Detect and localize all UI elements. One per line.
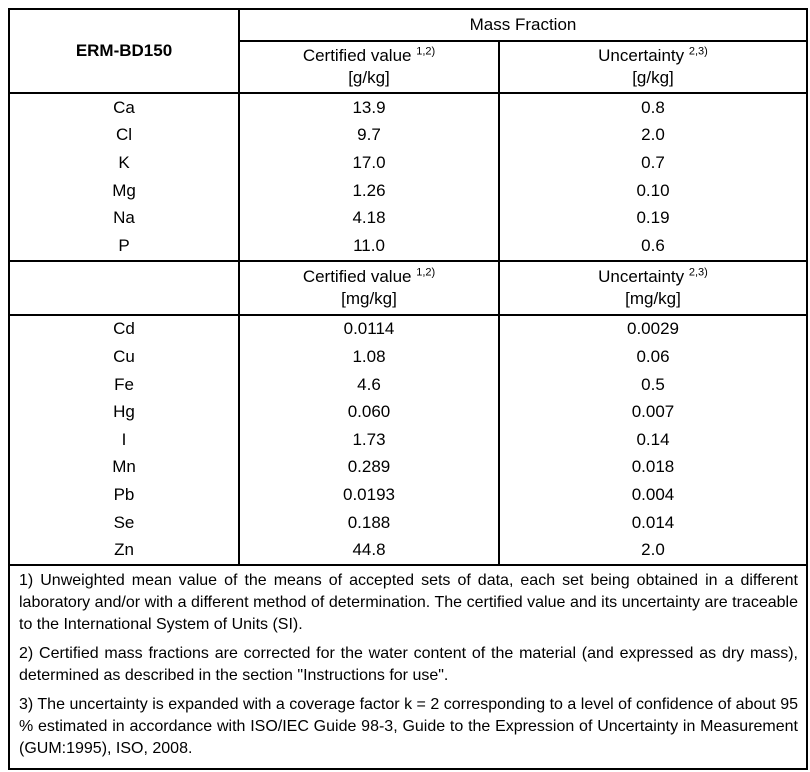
- subheader-row-mgkg: Certified value 1,2) [mg/kg] Uncertainty…: [9, 259, 807, 316]
- certified-value: 1.26: [239, 176, 500, 205]
- element-symbol: Fe: [9, 370, 240, 399]
- footnote-2: 2) Certified mass fractions are correcte…: [19, 644, 798, 684]
- certified-value-footnote-refs: 1,2): [416, 265, 436, 278]
- table-row: P 11.0 0.6: [9, 231, 807, 261]
- uncertainty-label: Uncertainty: [598, 46, 685, 65]
- mass-fraction-table: ERM-BD150 Mass Fraction Certified value …: [8, 8, 808, 770]
- element-symbol: Pb: [9, 481, 240, 509]
- uncertainty-value: 0.06: [636, 346, 670, 366]
- uncertainty-value: 0.5: [641, 374, 665, 394]
- certified-value: 0.0114: [239, 314, 500, 344]
- element-symbol: Cd: [9, 314, 240, 344]
- table-row: Fe 4.6 0.5: [9, 370, 807, 399]
- table-row: Mg 1.26 0.10: [9, 176, 807, 205]
- table-row: I 1.73 0.14: [9, 425, 807, 454]
- certified-value-unit: [mg/kg]: [341, 288, 397, 308]
- element-symbol: Na: [9, 204, 240, 232]
- table-row: Pb 0.0193 0.004: [9, 481, 807, 509]
- subheader-row-gkg: Certified value 1,2) [g/kg] Uncertainty …: [9, 41, 807, 94]
- uncertainty-value: 0.0029: [627, 319, 679, 339]
- table-row: Na 4.18 0.19: [9, 204, 807, 232]
- uncertainty-value: 0.8: [641, 97, 665, 117]
- certified-value: 44.8: [239, 536, 500, 566]
- certified-value: 1.08: [239, 343, 500, 371]
- table-row: Ca 13.9 0.8: [9, 93, 807, 122]
- element-symbol: Ca: [9, 93, 240, 122]
- table-row: Zn 44.8 2.0: [9, 536, 807, 566]
- certified-value: 0.188: [239, 508, 500, 537]
- uncertainty-value: 0.7: [641, 152, 665, 172]
- uncertainty-value: 0.10: [636, 180, 670, 200]
- certified-value: 4.18: [239, 204, 500, 232]
- footnote-1: 1) Unweighted mean value of the means of…: [19, 571, 798, 633]
- uncertainty-unit: [g/kg]: [632, 68, 674, 87]
- certified-value: 1.73: [239, 425, 500, 454]
- uncertainty-value: 0.014: [631, 512, 675, 532]
- table-row: Mn 0.289 0.018: [9, 453, 807, 482]
- uncertainty-value: 0.19: [636, 208, 670, 228]
- certified-value: 0.060: [239, 398, 500, 426]
- certified-value-label: Certified value: [302, 46, 412, 65]
- table-row: Cl 9.7 2.0: [9, 121, 807, 150]
- element-symbol: K: [9, 149, 240, 177]
- footnotes-section: 1) Unweighted mean value of the means of…: [9, 565, 807, 769]
- element-symbol: Cl: [9, 121, 240, 150]
- certified-value: 4.6: [239, 370, 500, 399]
- material-id: ERM-BD150: [9, 9, 240, 94]
- uncertainty-value: 0.007: [631, 402, 675, 422]
- element-symbol: Mn: [9, 453, 240, 482]
- certified-value: 0.289: [239, 453, 500, 482]
- table-row: Hg 0.060 0.007: [9, 398, 807, 426]
- uncertainty-value: 0.018: [631, 457, 675, 477]
- certified-value-header-gkg: Certified value 1,2) [g/kg]: [239, 41, 500, 94]
- uncertainty-value: 0.6: [641, 235, 665, 255]
- element-symbol: Hg: [9, 398, 240, 426]
- certified-value: 13.9: [239, 93, 500, 122]
- element-symbol: Se: [9, 508, 240, 537]
- table-row: Cu 1.08 0.06: [9, 343, 807, 371]
- uncertainty-header-mgkg: Uncertainty 2,3) [mg/kg]: [499, 259, 807, 316]
- certified-value: 9.7: [239, 121, 500, 150]
- element-symbol: Zn: [9, 536, 240, 566]
- uncertainty-header-gkg: Uncertainty 2,3) [g/kg]: [499, 41, 807, 94]
- mass-fraction-header: Mass Fraction: [239, 9, 807, 42]
- table-row: Cd 0.0114 0.0029: [9, 314, 807, 344]
- uncertainty-value: 0.14: [636, 429, 670, 449]
- empty-cell: [9, 259, 240, 316]
- certified-value-unit: [g/kg]: [348, 68, 390, 87]
- certified-value-footnote-refs: 1,2): [416, 45, 436, 58]
- element-symbol: Mg: [9, 176, 240, 205]
- uncertainty-footnote-refs: 2,3): [688, 265, 708, 278]
- footnote-3: 3) The uncertainty is expanded with a co…: [19, 695, 798, 757]
- element-symbol: I: [9, 425, 240, 454]
- uncertainty-value: 2.0: [499, 536, 807, 566]
- certified-value: 11.0: [239, 231, 500, 261]
- footnotes-row: 1) Unweighted mean value of the means of…: [9, 565, 807, 769]
- uncertainty-footnote-refs: 2,3): [688, 45, 708, 58]
- certified-value-label: Certified value: [302, 266, 412, 286]
- uncertainty-label: Uncertainty: [598, 266, 685, 286]
- uncertainty-value: 2.0: [641, 125, 665, 145]
- element-symbol: Cu: [9, 343, 240, 371]
- uncertainty-unit: [mg/kg]: [625, 288, 681, 308]
- table-row: Se 0.188 0.014: [9, 508, 807, 537]
- certified-value: 0.0193: [239, 481, 500, 509]
- certified-value-header-mgkg: Certified value 1,2) [mg/kg]: [239, 259, 500, 316]
- certified-value: 17.0: [239, 149, 500, 177]
- element-symbol: P: [9, 231, 240, 261]
- uncertainty-value: 0.004: [631, 484, 675, 504]
- table-row: K 17.0 0.7: [9, 149, 807, 177]
- header-row: ERM-BD150 Mass Fraction: [9, 9, 807, 94]
